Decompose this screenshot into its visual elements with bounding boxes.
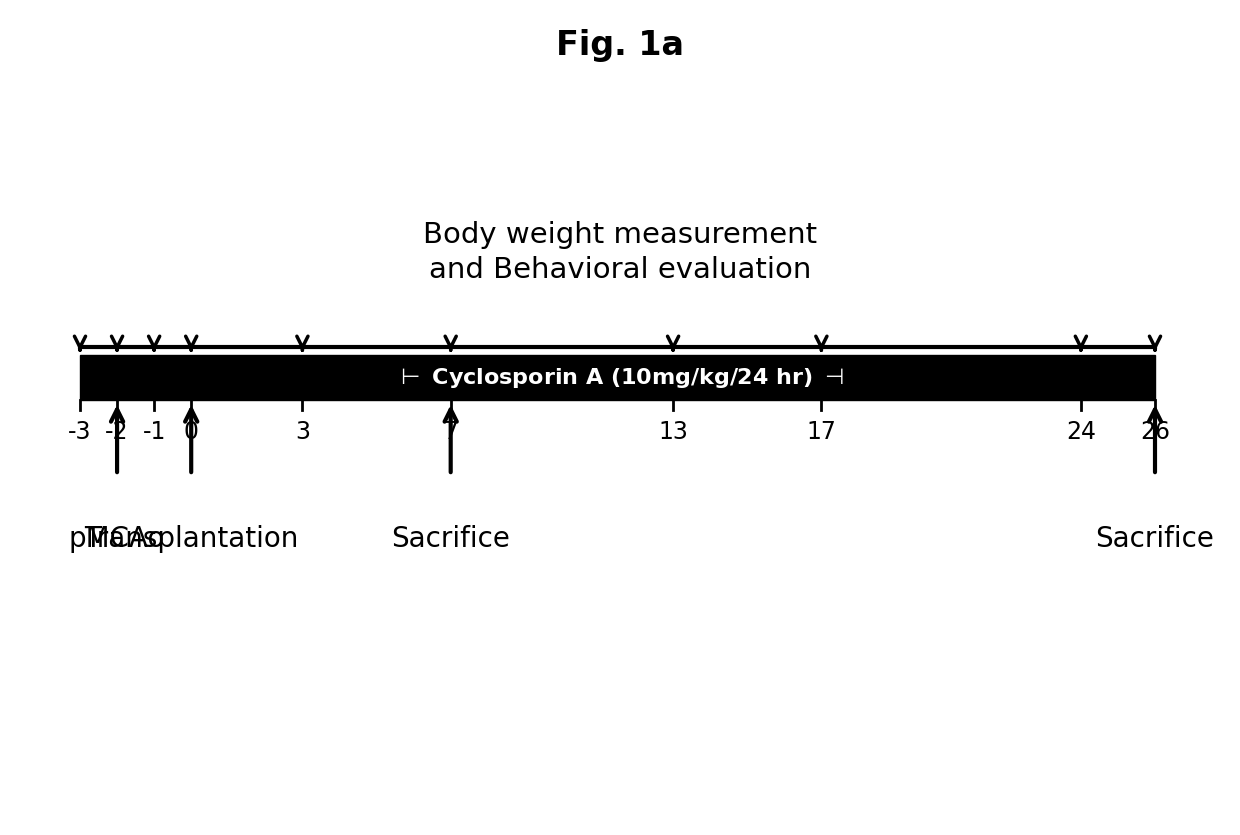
Text: 3: 3 — [295, 420, 310, 444]
Text: 0: 0 — [184, 420, 198, 444]
Text: 7: 7 — [443, 420, 459, 444]
Text: Transplantation: Transplantation — [84, 525, 299, 553]
Text: -2: -2 — [105, 420, 129, 444]
Text: Sacrifice: Sacrifice — [392, 525, 510, 553]
Text: Fig. 1a: Fig. 1a — [556, 28, 684, 62]
Text: pMCAo: pMCAo — [69, 525, 165, 553]
Text: $\vdash$ Cyclosporin A (10mg/kg/24 hr) $\dashv$: $\vdash$ Cyclosporin A (10mg/kg/24 hr) $… — [396, 366, 844, 389]
Text: and Behavioral evaluation: and Behavioral evaluation — [429, 256, 811, 284]
Text: 17: 17 — [806, 420, 836, 444]
Text: 13: 13 — [658, 420, 688, 444]
Text: Sacrifice: Sacrifice — [1096, 525, 1214, 553]
Text: -1: -1 — [143, 420, 166, 444]
Text: -3: -3 — [68, 420, 92, 444]
Text: 24: 24 — [1066, 420, 1096, 444]
Bar — [81, 355, 1154, 400]
Text: 26: 26 — [1140, 420, 1171, 444]
Text: Body weight measurement: Body weight measurement — [423, 221, 817, 249]
